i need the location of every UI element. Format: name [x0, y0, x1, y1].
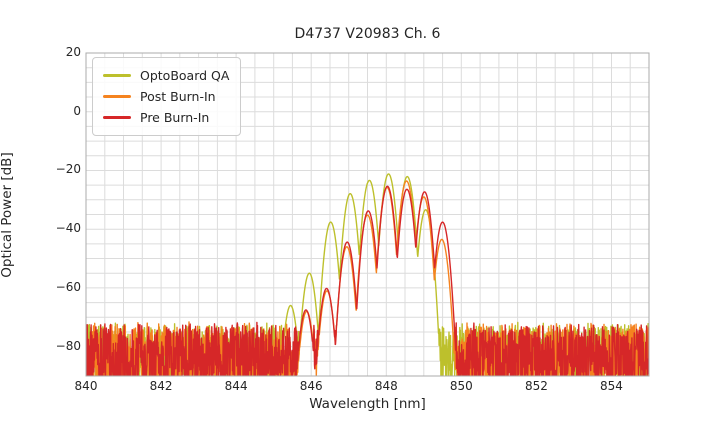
y-tick-label: −60 [55, 279, 81, 294]
y-tick-label: 0 [73, 103, 81, 118]
legend-item: Post Burn-In [103, 86, 229, 107]
x-tick-label: 852 [524, 379, 548, 393]
y-tick-label: −20 [55, 162, 81, 177]
x-axis-label: Wavelength [nm] [309, 396, 426, 412]
legend-label: Pre Burn-In [140, 110, 210, 125]
legend-line-swatch [103, 74, 131, 77]
y-tick-label: −40 [55, 221, 81, 236]
y-tick-label: 20 [65, 45, 81, 59]
legend: OptoBoard QA Post Burn-In Pre Burn-In [92, 57, 242, 136]
x-tick-label: 844 [224, 379, 248, 393]
legend-label: Post Burn-In [140, 89, 216, 104]
x-tick-label: 846 [299, 379, 323, 393]
x-tick-label: 850 [449, 379, 473, 393]
y-tick-label: −80 [55, 338, 81, 353]
x-tick-label: 848 [374, 379, 398, 393]
legend-item: Pre Burn-In [103, 107, 229, 128]
x-tick-label: 842 [149, 379, 173, 393]
x-tick-label: 854 [600, 379, 623, 393]
legend-label: OptoBoard QA [140, 68, 230, 83]
legend-item: OptoBoard QA [103, 65, 229, 86]
legend-line-swatch [103, 95, 131, 98]
chart-title: D4737 V20983 Ch. 6 [294, 26, 441, 42]
y-axis-label: Optical Power [dB] [0, 152, 15, 278]
legend-line-swatch [103, 116, 131, 119]
x-tick-label: 840 [74, 379, 98, 393]
